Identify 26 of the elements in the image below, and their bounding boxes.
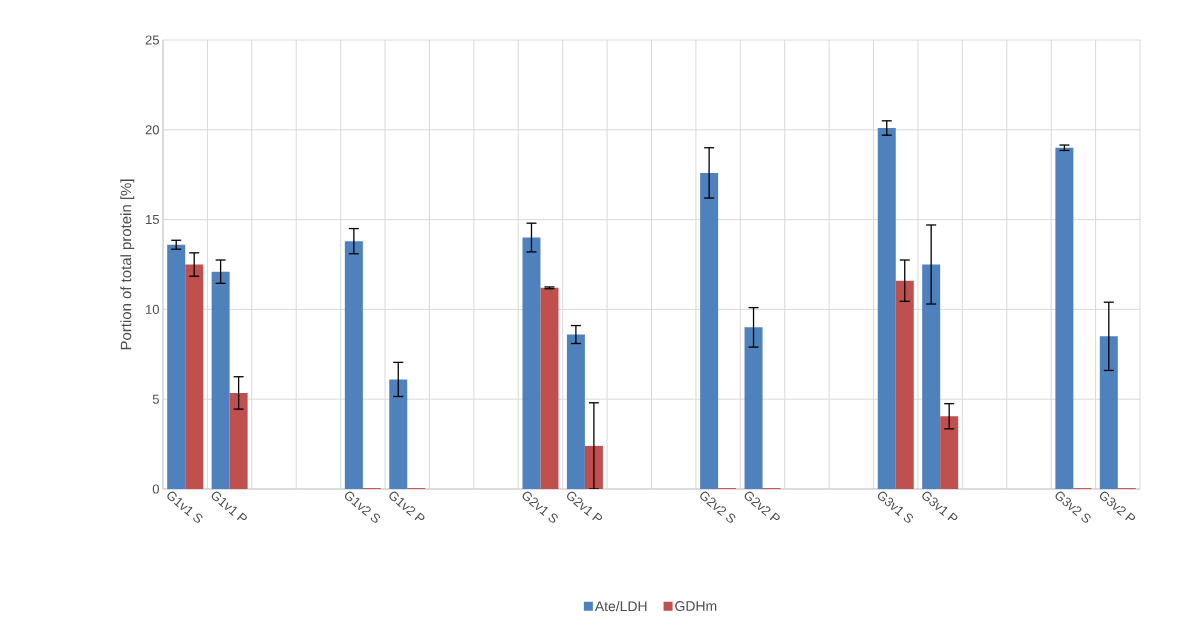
y-tick-label: 15 xyxy=(146,215,159,225)
bar xyxy=(522,237,541,489)
y-tick-label: 0 xyxy=(152,484,159,494)
bar xyxy=(1099,336,1118,489)
bar xyxy=(566,334,585,489)
bar xyxy=(877,128,896,489)
bar xyxy=(1055,147,1074,489)
bar xyxy=(744,327,763,489)
bar xyxy=(940,416,959,489)
y-axis-title: Portion of total protein [%] xyxy=(120,179,135,350)
bar xyxy=(229,392,248,489)
bar xyxy=(895,280,914,489)
bar xyxy=(167,244,186,489)
y-tick-label: 20 xyxy=(145,125,159,135)
legend-label: Ate/LDH xyxy=(594,600,647,612)
bar xyxy=(185,264,204,489)
bar xyxy=(922,264,941,489)
y-tick-label: 5 xyxy=(152,394,159,404)
legend-label: GDHm xyxy=(675,601,717,612)
y-tick-label: 25 xyxy=(145,35,159,45)
bar xyxy=(344,241,363,489)
bar xyxy=(700,172,719,489)
y-tick-label: 10 xyxy=(146,304,159,314)
bar xyxy=(211,271,230,489)
bar xyxy=(389,379,408,489)
bar xyxy=(540,287,559,489)
